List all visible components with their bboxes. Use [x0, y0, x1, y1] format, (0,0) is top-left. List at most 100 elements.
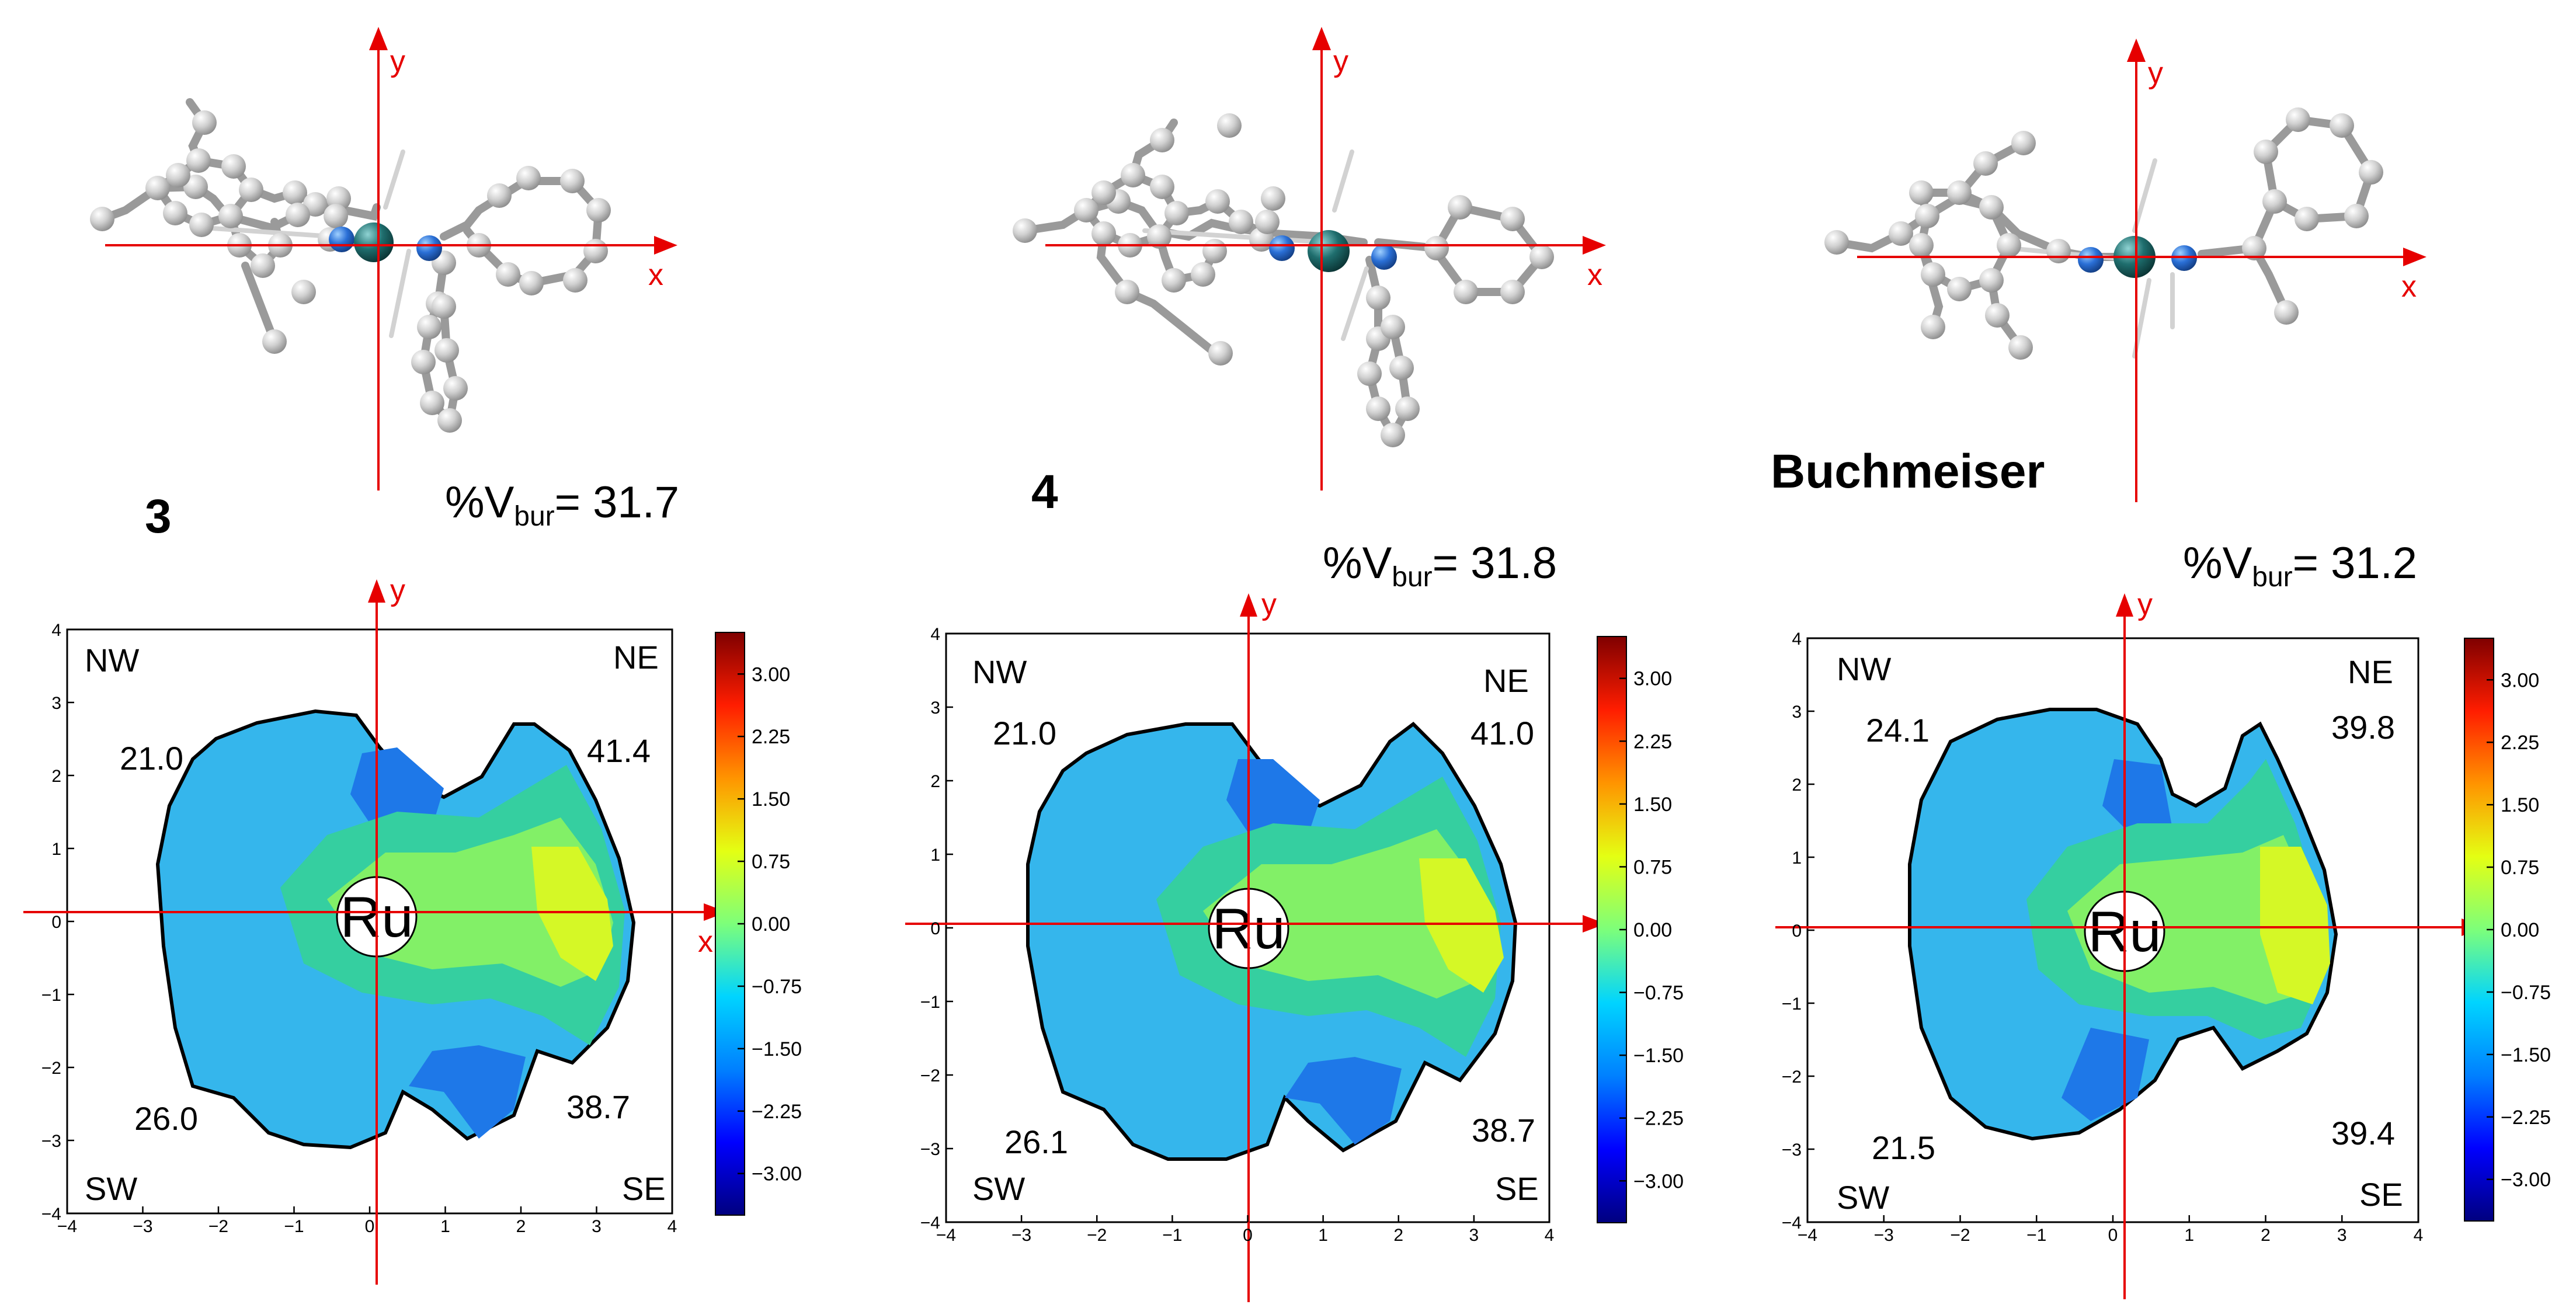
y-tick-label: 2	[51, 767, 61, 786]
colorbar-tick-label: −1.50	[1633, 1045, 1684, 1067]
corner-ne: NE	[2348, 653, 2393, 690]
corner-ne: NE	[1483, 662, 1529, 699]
y-tick-label: 3	[51, 694, 61, 713]
molecule-3	[90, 98, 611, 433]
low-occupancy-region	[1226, 759, 1402, 1144]
quadrant-value-ne: 41.4	[587, 732, 651, 769]
structure-y-axis-label: y	[1333, 44, 1348, 78]
x-ticks: −4 −3 −2 −1 0 1 2 3 4	[57, 1206, 677, 1236]
x-tick-label: 2	[516, 1217, 526, 1236]
quadrant-value-nw: 21.0	[993, 715, 1056, 752]
x-tick-label: 0	[2108, 1226, 2118, 1245]
structure-x-axis-label: x	[2401, 270, 2417, 304]
nitrogen-atom	[329, 227, 354, 252]
structure-buchmeiser: x y	[1824, 39, 2426, 502]
corner-sw: SW	[1837, 1179, 1889, 1216]
peak-occupancy-region	[1419, 858, 1504, 993]
x-tick-label: 1	[2184, 1226, 2194, 1245]
map-y-axis-label: y	[2137, 587, 2153, 621]
y-tick-label: −2	[920, 1066, 940, 1086]
x-tick-label: 0	[365, 1217, 375, 1236]
colorbar-tick-label: 3.00	[752, 663, 790, 686]
x-tick-label: 4	[668, 1217, 677, 1236]
colorbar-tick-label: −1.50	[2501, 1044, 2551, 1066]
steric-map-buchmeiser: Ru y NW NE SW SE 24.1 39.8 21.5 39.4 −4−…	[1775, 587, 2551, 1299]
colorbar-tick-label: 3.00	[2501, 669, 2539, 691]
colorbar-tick-label: −1.50	[752, 1038, 802, 1060]
quadrant-value-ne: 39.8	[2331, 709, 2395, 746]
carbon-atoms-buchmeiser	[1824, 107, 2383, 360]
x-ticks: −4 −3 −2 −1 0 1 2 3 4	[936, 1215, 1554, 1245]
x-tick-label: −2	[1950, 1226, 1970, 1245]
quadrant-value-sw: 26.0	[134, 1100, 198, 1137]
colorbar-tick-label: 0.00	[752, 913, 790, 935]
x-tick-label: 3	[592, 1217, 602, 1236]
colorbar-tick-label: 0.75	[1633, 856, 1672, 878]
corner-se: SE	[1495, 1170, 1539, 1207]
y-tick-label: 4	[1792, 629, 1802, 649]
steric-map-4: Ru y NW NE SW SE 21.0 41.0 26.1 38.7 −4−…	[905, 587, 1684, 1302]
steric-map-3: Ru x y NW NE SW SE 21.0 41.4 26.0 38.7 −…	[23, 573, 802, 1285]
x-tick-label: −3	[1011, 1226, 1031, 1245]
corner-nw: NW	[972, 653, 1027, 690]
corner-se: SE	[622, 1170, 666, 1207]
quadrant-value-se: 39.4	[2331, 1115, 2395, 1152]
quadrant-value-sw: 26.1	[1004, 1123, 1068, 1160]
colorbar-ticks: 3.00 2.25 1.50 0.75 0.00 −0.75 −1.50 −2.25 −3.00	[1619, 668, 1684, 1192]
y-tick-label: −4	[1782, 1213, 1802, 1233]
structure-x-axis-label: x	[648, 258, 663, 292]
colorbar-tick-label: −3.00	[1633, 1170, 1684, 1192]
corner-sw: SW	[972, 1170, 1025, 1207]
colorbar-tick-label: 0.75	[752, 851, 790, 873]
colorbar-tick-label: 1.50	[752, 788, 790, 810]
peak-occupancy-region	[531, 847, 613, 981]
x-tick-label: −1	[284, 1217, 304, 1236]
colorbar-ticks: 3.00 2.25 1.50 0.75 0.00 −0.75 −1.50 −2.25 −3.00	[738, 663, 802, 1185]
y-tick-label: 1	[930, 846, 940, 865]
low-occupancy-region	[2062, 759, 2172, 1121]
molecule-4	[1013, 113, 1554, 447]
corner-sw: SW	[85, 1170, 137, 1207]
colorbar-tick-label: −0.75	[1633, 982, 1684, 1004]
corner-nw: NW	[85, 642, 139, 679]
x-tick-label: −2	[1087, 1226, 1107, 1245]
peak-occupancy-region	[2260, 847, 2330, 1004]
y-tick-label: −1	[1782, 994, 1802, 1014]
x-tick-label: 4	[1545, 1226, 1555, 1245]
quadrant-value-se: 38.7	[1472, 1112, 1535, 1149]
vbur-label-4: %Vbur= 31.8	[1323, 538, 1557, 593]
y-ticks: 4 3 2 1 0 −1 −2 −3 −4	[920, 625, 953, 1233]
y-tick-label: 3	[1792, 702, 1802, 722]
corner-se: SE	[2359, 1176, 2403, 1213]
y-tick-label: −1	[41, 986, 61, 1005]
colorbar-tick-label: −2.25	[1633, 1108, 1684, 1130]
vbur-label-buchmeiser: %Vbur= 31.2	[2183, 538, 2417, 593]
quadrant-value-ne: 41.0	[1470, 715, 1534, 752]
colorbar-tick-label: 0.75	[2501, 857, 2539, 879]
x-tick-label: −1	[2026, 1226, 2046, 1245]
carbon-atoms-3	[90, 110, 611, 433]
x-ticks: −4 −3 −2 −1 0 1 2 3 4	[1798, 1215, 2423, 1245]
colorbar-tick-label: 2.25	[1633, 730, 1672, 753]
y-ticks: 4 3 2 1 0 −1 −2 −3 −4	[1782, 629, 1814, 1233]
map-x-axis-label: x	[698, 925, 713, 959]
vbur-label-3: %Vbur= 31.7	[445, 478, 679, 532]
y-tick-label: 3	[930, 698, 940, 718]
structure-y-axis-label: y	[2148, 56, 2163, 90]
colorbar-tick-label: 1.50	[2501, 794, 2539, 816]
y-tick-label: 0	[1792, 921, 1802, 941]
y-tick-label: −4	[920, 1213, 940, 1233]
colorbar-tick-label: −0.75	[2501, 982, 2551, 1004]
low-occupancy-region	[350, 747, 526, 1139]
corner-ne: NE	[613, 639, 659, 676]
map-y-axis-label: y	[1261, 587, 1277, 621]
x-tick-label: 1	[1318, 1226, 1328, 1245]
y-tick-label: 0	[930, 919, 940, 938]
y-tick-label: −1	[920, 993, 940, 1012]
colorbar-tick-label: −2.25	[752, 1101, 802, 1123]
colorbar-tick-label: 0.00	[1633, 919, 1672, 941]
x-tick-label: −3	[1874, 1226, 1894, 1245]
x-tick-label: −4	[936, 1226, 956, 1245]
quadrant-value-nw: 21.0	[120, 740, 183, 777]
nitrogen-atom	[416, 235, 442, 261]
